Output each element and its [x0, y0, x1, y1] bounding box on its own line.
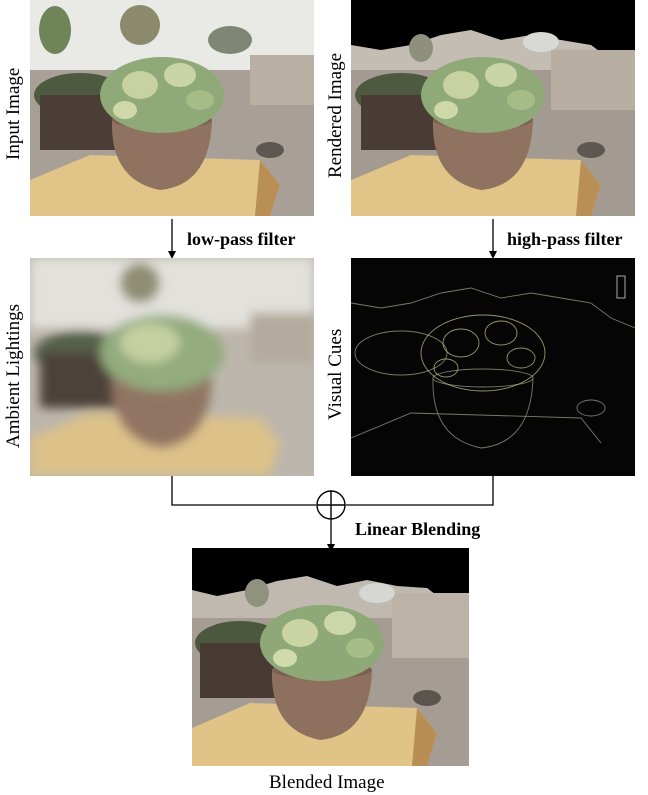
rendered-image: [351, 0, 635, 216]
input-image: [30, 0, 314, 216]
oplus-symbol: [316, 490, 346, 520]
line-ambient-to-blend: [171, 476, 316, 506]
rendered-image-label: Rendered Image: [325, 52, 346, 178]
ambient-lightings-image: [30, 258, 314, 476]
blended-image: [192, 548, 469, 766]
visual-cues-image: [351, 258, 635, 476]
low-pass-filter-label: low-pass filter: [187, 229, 296, 249]
blended-image-label: Blended Image: [269, 772, 385, 793]
visual-cues-label: Visual Cues: [325, 328, 346, 420]
ambient-lightings-label: Ambient Lightings: [3, 303, 24, 448]
input-image-label: Input Image: [3, 67, 24, 160]
line-cues-to-blend: [346, 476, 494, 506]
high-pass-filter-label: high-pass filter: [507, 229, 623, 249]
linear-blending-label: Linear Blending: [355, 519, 481, 539]
